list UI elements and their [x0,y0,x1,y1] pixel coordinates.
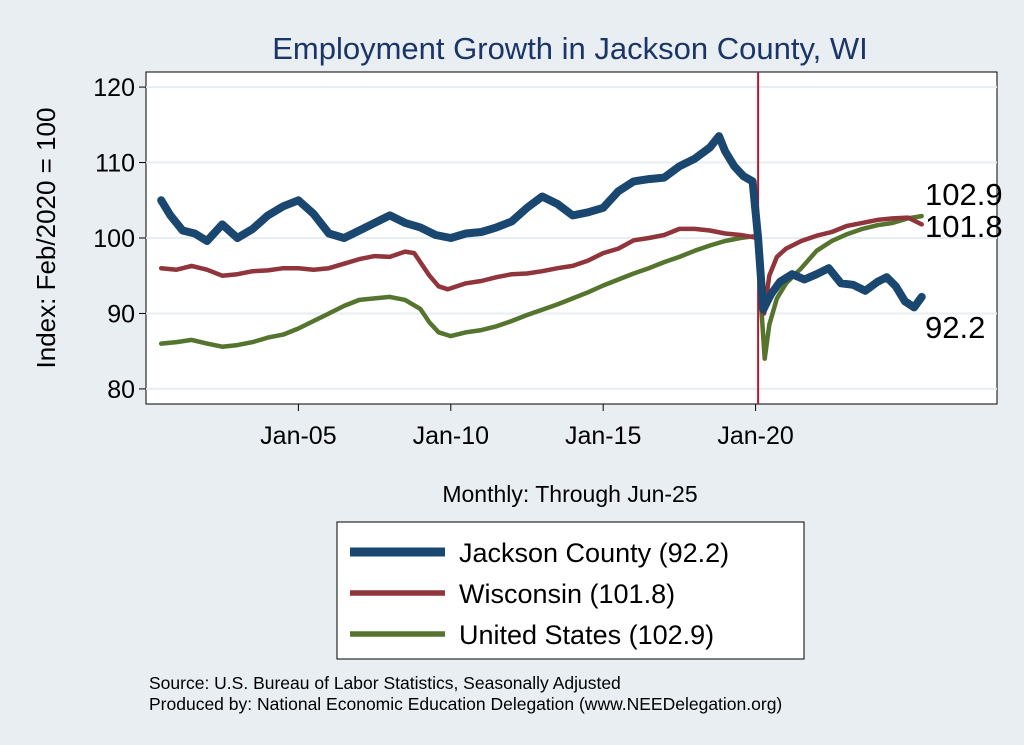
y-axis-label: Index: Feb/2020 = 100 [31,108,61,369]
series-end-label-1: 101.8 [925,209,1003,244]
legend: Jackson County (92.2) Wisconsin (101.8) Un… [336,521,805,660]
y-tick-label: 80 [107,376,135,404]
series-line-2 [158,213,924,361]
grid-lines [146,86,997,390]
source-note: Source: U.S. Bureau of Labor Statistics,… [149,673,621,693]
chart-title: Employment Growth in Jackson County, WI [272,31,868,66]
y-axis-ticks: 80 90 100 110 120 [93,74,146,404]
x-axis-ticks: Jan-05 Jan-10 Jan-15 Jan-20 [260,404,794,450]
y-tick-label: 110 [95,150,135,178]
series-line-0 [157,132,926,314]
y-tick-label: 120 [93,74,135,102]
x-tick-label: Jan-10 [413,422,489,450]
legend-items: Jackson County (92.2) Wisconsin (101.8) Un… [350,538,729,650]
series-lines [157,132,926,361]
x-tick-label: Jan-20 [717,422,793,450]
series-end-label-2: 102.9 [925,177,1003,212]
producer-note: Produced by: National Economic Education… [149,694,782,714]
legend-label-2: United States (102.9) [459,620,714,650]
series-end-label-0: 92.2 [925,310,985,345]
series-line-1 [158,215,924,316]
x-axis-label: Monthly: Through Jun-25 [442,481,697,507]
legend-label-1: Wisconsin (101.8) [459,579,675,609]
x-tick-label: Jan-15 [565,422,641,450]
y-tick-label: 100 [93,225,135,253]
x-tick-label: Jan-05 [260,422,336,450]
y-tick-label: 90 [107,300,135,328]
legend-label-0: Jackson County (92.2) [459,538,729,568]
